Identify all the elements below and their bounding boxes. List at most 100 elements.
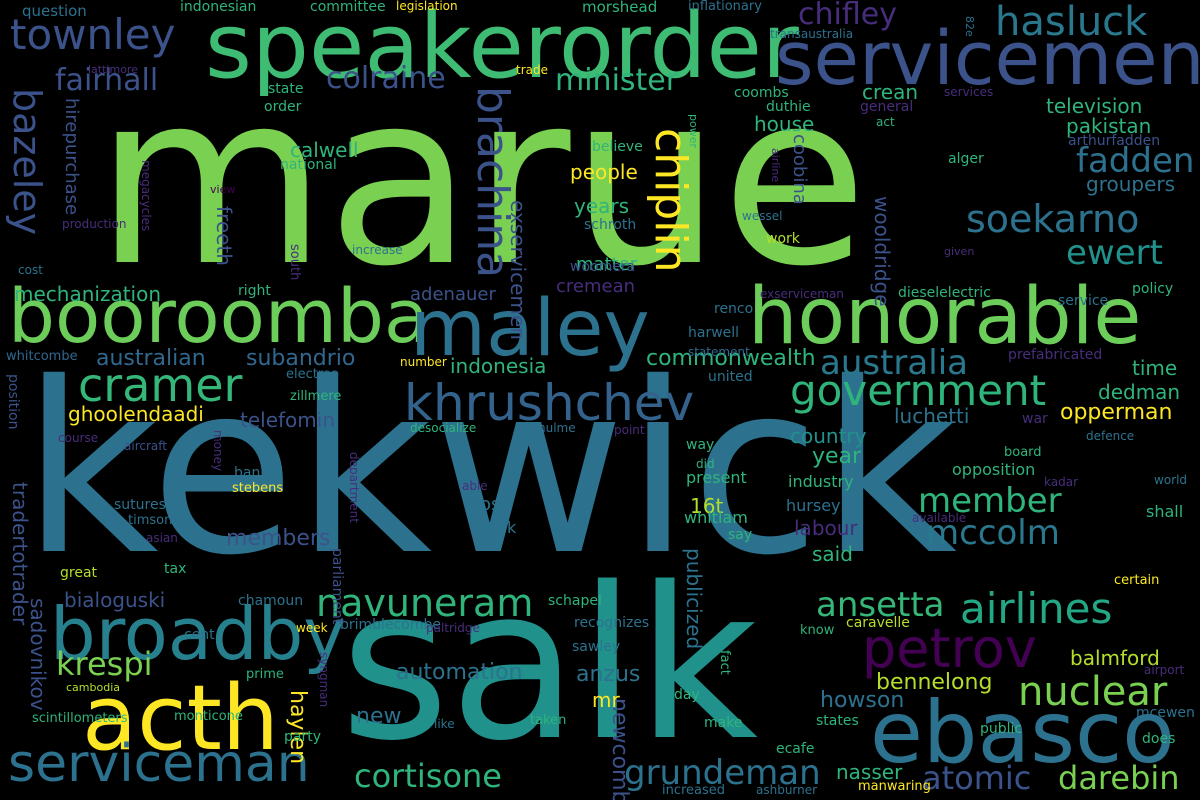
word: broadby xyxy=(50,592,346,676)
word: bank xyxy=(234,465,269,481)
word: course xyxy=(58,431,99,445)
word: luchetti xyxy=(894,404,970,428)
word: work xyxy=(766,231,800,247)
word: schroth xyxy=(584,217,637,233)
word: airlines xyxy=(960,584,1113,633)
word: inflationary xyxy=(688,0,762,14)
word: calwell xyxy=(290,138,359,162)
word: adenauer xyxy=(410,284,496,305)
word: chifley xyxy=(798,0,897,32)
word: party xyxy=(284,729,321,745)
word: new xyxy=(356,704,402,729)
word: committee xyxy=(310,0,386,15)
word: tradertotrader xyxy=(8,482,32,626)
word: did xyxy=(696,457,715,471)
word: week xyxy=(296,621,328,635)
word: parliament xyxy=(329,548,345,625)
word: house xyxy=(754,112,815,136)
word: cambodia xyxy=(66,681,120,694)
word: state xyxy=(268,81,304,97)
word: automation xyxy=(396,660,523,685)
word: balmford xyxy=(1070,646,1160,670)
word: power xyxy=(687,114,700,148)
word: telefomin xyxy=(240,408,335,432)
word: certain xyxy=(1114,573,1160,588)
word: cost xyxy=(18,263,43,277)
word: sadovnikov xyxy=(26,598,50,711)
word: mcewen xyxy=(1136,705,1195,721)
word: serviceman xyxy=(8,734,310,794)
word: ewert xyxy=(1066,233,1163,273)
word: nasser xyxy=(836,760,903,784)
word: prime xyxy=(246,667,284,682)
word: electras xyxy=(286,367,338,382)
word: mechanization xyxy=(14,282,162,306)
word: stebens xyxy=(232,481,284,496)
word: cortisone xyxy=(354,757,502,795)
word: fairhall xyxy=(55,63,159,98)
word: haylen xyxy=(285,690,310,765)
word: dieselelectric xyxy=(898,285,991,301)
word: chamoun xyxy=(238,593,304,609)
word: khrushchev xyxy=(404,374,695,432)
word: maley xyxy=(410,284,650,374)
word: service xyxy=(1058,293,1109,309)
word: newcombe xyxy=(607,698,632,800)
word: people xyxy=(570,160,638,184)
word: year xyxy=(812,444,862,469)
word: monticone xyxy=(174,709,243,724)
word: brimblecombe xyxy=(340,617,441,633)
word: airport xyxy=(1144,663,1185,677)
word: ghoolendaadi xyxy=(68,402,204,426)
word: day xyxy=(674,687,700,703)
word: morshead xyxy=(582,0,658,16)
word: defence xyxy=(1086,429,1135,443)
word: able xyxy=(462,479,488,493)
word: given xyxy=(944,245,975,258)
word: hirepurchase xyxy=(61,98,82,216)
word: services xyxy=(944,85,994,99)
word: legislation xyxy=(396,0,458,13)
word: manwaring xyxy=(858,779,931,794)
word: honorable xyxy=(748,272,1142,362)
word: australia xyxy=(820,343,968,383)
word: sawley xyxy=(572,639,621,655)
word: hulme xyxy=(538,421,576,435)
word: whitcombe xyxy=(6,349,78,364)
word: navuneram xyxy=(316,581,534,625)
word: minister xyxy=(555,63,679,98)
word: act xyxy=(876,115,895,129)
word: cramer xyxy=(78,358,243,412)
word: industry xyxy=(788,472,854,491)
word: kekwick xyxy=(22,332,958,607)
word: darebin xyxy=(1058,759,1180,797)
word: cremean xyxy=(556,276,636,297)
word: desocialize xyxy=(410,421,477,435)
word: think xyxy=(476,518,517,537)
word: say xyxy=(728,527,753,543)
word: howson xyxy=(820,688,905,713)
word: duthie xyxy=(766,99,811,115)
word: bennelong xyxy=(876,670,993,695)
word: states xyxy=(816,713,859,729)
word: opposition xyxy=(952,460,1036,479)
word: whitlam xyxy=(684,508,748,527)
word: production xyxy=(62,217,127,231)
word: hursey xyxy=(786,496,841,515)
word: television xyxy=(1046,94,1143,118)
word: view xyxy=(210,183,236,196)
word: member xyxy=(918,481,1062,521)
word: fact xyxy=(717,650,732,675)
word: department xyxy=(347,452,361,523)
word: indonesia xyxy=(450,354,547,378)
word: bazeley xyxy=(5,88,49,236)
word: sutures xyxy=(114,497,166,513)
word: groupers xyxy=(1086,172,1176,196)
word: fadden xyxy=(1076,141,1195,181)
word: opperman xyxy=(1060,400,1173,425)
word: available xyxy=(912,511,967,525)
word: atomic xyxy=(922,759,1032,797)
word: kadar xyxy=(1044,475,1078,489)
word: salk xyxy=(340,542,759,787)
